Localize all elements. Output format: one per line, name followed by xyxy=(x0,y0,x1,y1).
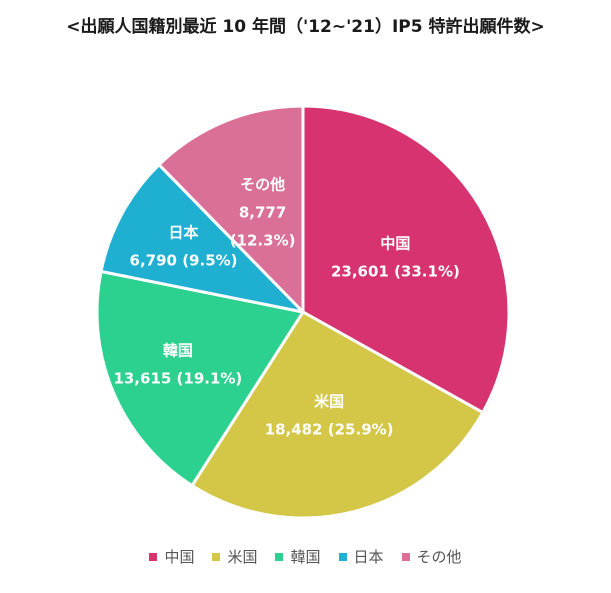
slice-category-label: 韓国 xyxy=(163,342,193,360)
slice-label-0: 中国 23,601 (33.1%) xyxy=(331,234,460,280)
legend-item-4: その他 xyxy=(401,546,462,567)
legend-swatch xyxy=(275,552,284,561)
slice-value-label: 8,777 xyxy=(239,203,286,221)
legend-swatch xyxy=(401,552,410,561)
slice-label-1: 米国 18,482 (25.9%) xyxy=(265,392,394,438)
chart-legend: 中国 米国 韓国 日本 その他 xyxy=(0,546,611,567)
slice-value-label: 13,615 (19.1%) xyxy=(113,370,242,388)
legend-label: 日本 xyxy=(353,548,384,566)
slice-value-label: 23,601 (33.1%) xyxy=(331,262,460,280)
slice-label-4: その他 8,777 (12.3%) xyxy=(230,175,296,249)
slice-category-label: 中国 xyxy=(380,234,410,252)
legend-label: 韓国 xyxy=(290,548,321,566)
legend-label: その他 xyxy=(416,548,462,566)
pie-slice-3 xyxy=(99,163,305,314)
legend-item-3: 日本 xyxy=(338,546,384,567)
legend-label: 中国 xyxy=(164,548,195,566)
legend-item-1: 米国 xyxy=(212,546,257,567)
legend-swatch xyxy=(338,552,347,561)
legend-item-0: 中国 xyxy=(149,546,194,567)
legend-swatch xyxy=(212,552,221,561)
legend-item-2: 韓国 xyxy=(275,546,321,567)
slice-category-label: 米国 xyxy=(314,392,344,410)
pie-slice-0 xyxy=(301,104,511,415)
pie-slice-1 xyxy=(190,310,485,520)
slice-label-2: 韓国 13,615 (19.1%) xyxy=(113,342,242,388)
pie-slice-4 xyxy=(157,104,305,314)
pie-slice-2 xyxy=(95,269,305,488)
slice-value-label: 18,482 (25.9%) xyxy=(265,420,394,438)
slice-category-label: その他 xyxy=(240,175,285,193)
slice-label-3: 日本 6,790 (9.5%) xyxy=(130,224,238,270)
slice-category-label: 日本 xyxy=(169,224,199,242)
legend-label: 米国 xyxy=(227,548,258,566)
slice-value-label: (12.3%) xyxy=(230,231,296,249)
legend-swatch xyxy=(149,552,158,561)
slice-value-label: 6,790 (9.5%) xyxy=(130,252,238,270)
chart-title: <出願人国籍別最近 10 年間（'12~'21）IP5 特許出願件数> xyxy=(66,17,545,37)
